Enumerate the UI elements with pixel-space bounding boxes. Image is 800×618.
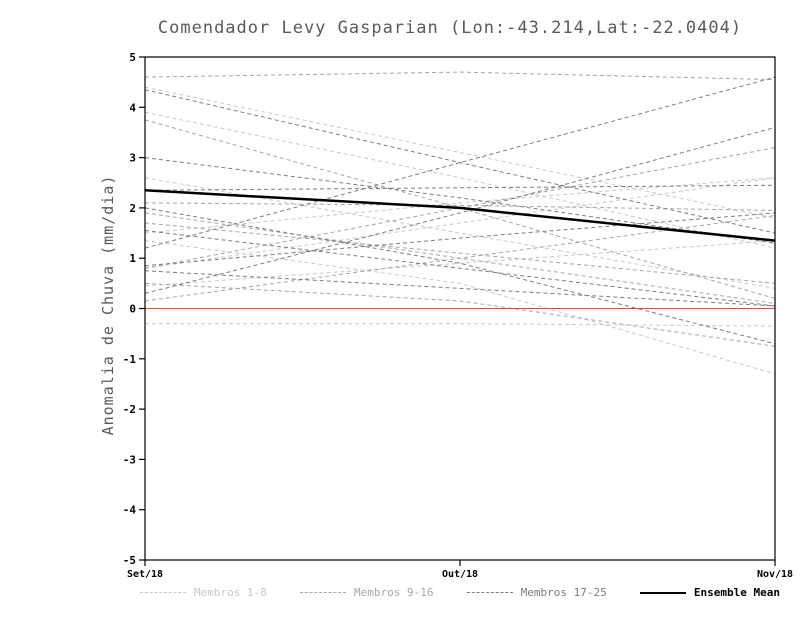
member-line [144,212,776,304]
dashed-line-swatch [140,592,186,593]
y-tick-label: -5 [123,554,136,567]
dashed-line-swatch [466,592,513,593]
member-line [144,86,776,219]
legend-label: Membros 1-8 [194,586,267,599]
member-line [144,111,776,249]
member-line [144,126,776,294]
y-tick-label: 4 [129,101,136,114]
member-line [144,71,776,81]
member-line [144,270,776,307]
member-line [144,157,776,244]
dashed-line-swatch [300,592,347,593]
member-lines [144,71,776,375]
member-line [144,240,776,287]
legend-label: Membros 9-16 [354,586,434,599]
y-tick-label: -3 [123,453,136,466]
member-line [144,230,776,307]
legend-label: Ensemble Mean [693,586,780,599]
member-line [144,177,776,269]
solid-line-swatch [639,591,686,594]
legend: Membros 1-8 Membros 9-16 Membros 17-25 E… [140,586,780,599]
y-tick-label: -4 [123,504,137,517]
legend-item-members-9-16: Membros 9-16 [300,586,434,599]
y-tick-label: -1 [123,353,137,366]
y-axis: -5 -4 -3 -2 -1 0 1 2 3 4 5 [123,51,145,567]
y-tick-label: 1 [129,252,136,265]
member-line [145,323,776,327]
x-tick-label: Nov/18 [757,569,793,580]
member-line [144,212,776,267]
y-tick-label: 0 [129,303,136,316]
y-tick-label: 5 [129,51,136,64]
legend-label: Membros 17-25 [520,586,607,599]
y-tick-label: 3 [129,152,136,165]
chart-title: Comendador Levy Gasparian (Lon:-43.214,L… [157,18,743,38]
member-line [144,89,776,234]
member-line [144,207,776,345]
member-line [144,184,776,191]
legend-item-ensemble-mean: Ensemble Mean [639,586,780,599]
x-axis: Set/18 Out/18 Nov/18 [127,560,793,580]
ensemble-mean-line [144,189,776,242]
legend-item-members-1-8: Membros 1-8 [140,586,267,599]
member-line [144,282,776,347]
member-line [144,147,776,269]
member-line [144,222,776,284]
y-tick-label: 2 [129,202,136,215]
member-line [144,202,776,211]
x-tick-label: Set/18 [127,569,163,580]
member-line [144,240,776,375]
legend-item-members-17-25: Membros 17-25 [466,586,607,599]
member-line [144,76,776,249]
x-tick-label: Out/18 [442,569,478,580]
y-tick-label: -2 [123,403,136,416]
